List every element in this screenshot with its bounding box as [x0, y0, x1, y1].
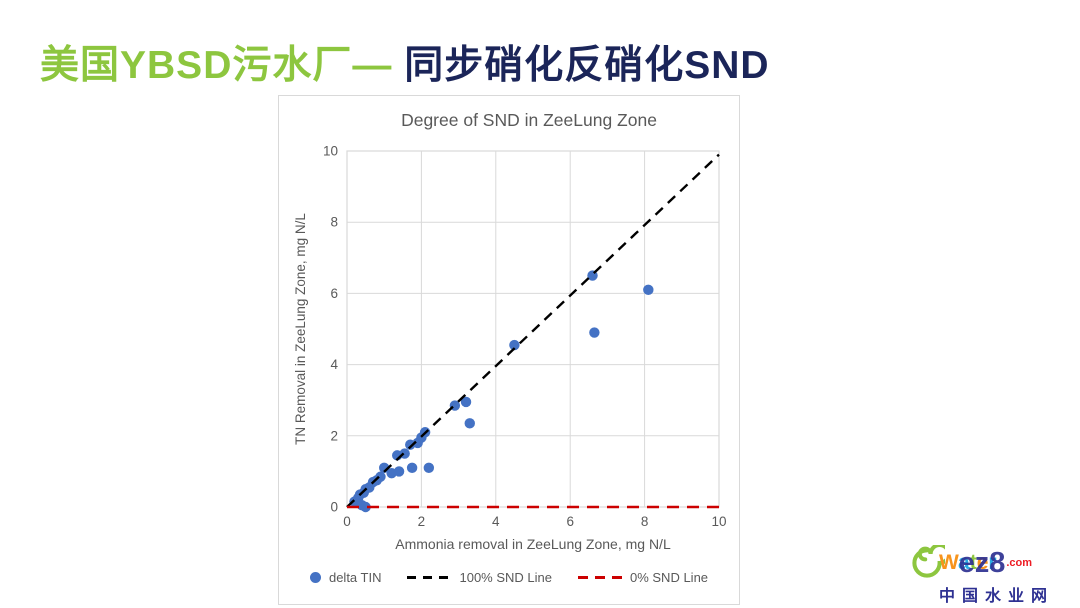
svg-text:4: 4 — [330, 357, 338, 372]
watermark-tld: .com — [1006, 557, 1033, 569]
watermark-swirl-icon — [912, 545, 945, 578]
watermark: Water ez8 .com 中国水业网 — [909, 545, 1080, 606]
svg-text:0: 0 — [330, 500, 338, 515]
svg-text:6: 6 — [330, 286, 338, 301]
watermark-subtitle: 中国水业网 — [938, 588, 1054, 605]
legend-dot-marker-icon — [309, 572, 321, 583]
legend-red-dash-marker-icon — [577, 576, 622, 579]
svg-text:8: 8 — [330, 215, 338, 230]
y-axis-label: TN Removal in ZeeLung Zone, mg N/L — [293, 213, 308, 445]
svg-text:0: 0 — [343, 514, 351, 529]
watermark-logo-row: Water ez8 .com — [909, 545, 1080, 581]
svg-text:4: 4 — [492, 514, 500, 529]
legend-item-delta-tin: delta TIN — [309, 570, 382, 585]
snd-chart-svg: Degree of SND in ZeeLung Zone TN Removal… — [293, 110, 727, 552]
slide-title-navy: 同步硝化反硝化SND — [392, 44, 770, 87]
legend-black-dash-marker-icon — [407, 576, 452, 579]
legend-item-100-snd-line: 100% SND Line — [407, 570, 552, 585]
svg-text:2: 2 — [418, 514, 426, 529]
legend-item-0-snd-line: 0% SND Line — [577, 570, 709, 585]
slide-title: 美国YBSD污水厂— 同步硝化反硝化SND — [40, 34, 770, 90]
svg-text:8: 8 — [641, 514, 649, 529]
svg-text:2: 2 — [330, 428, 338, 443]
y-tick-labels: 0 2 4 6 8 10 — [323, 144, 339, 515]
chart-panel: Degree of SND in ZeeLung Zone TN Removal… — [278, 95, 740, 605]
svg-text:6: 6 — [566, 514, 574, 529]
chart-title: Degree of SND in ZeeLung Zone — [401, 110, 657, 130]
x-tick-labels: 0 2 4 6 8 10 — [343, 514, 726, 529]
legend-label-delta-tin: delta TIN — [328, 570, 382, 585]
chart-legend: delta TIN 100% SND Line 0% SND Line — [279, 570, 739, 585]
svg-text:10: 10 — [323, 144, 338, 159]
line-100-snd-line — [346, 153, 720, 508]
legend-label-100-snd: 100% SND Line — [459, 570, 552, 585]
watermark-overlay-text: ez8 — [958, 546, 1006, 579]
watermark-brand: Water — [939, 551, 997, 574]
svg-text:10: 10 — [711, 514, 726, 529]
series-delta-tin — [349, 270, 654, 513]
slide-title-green: 美国YBSD污水厂— — [40, 44, 393, 87]
legend-label-0-snd: 0% SND Line — [629, 570, 709, 585]
x-axis-label: Ammonia removal in ZeeLung Zone, mg N/L — [395, 536, 671, 552]
